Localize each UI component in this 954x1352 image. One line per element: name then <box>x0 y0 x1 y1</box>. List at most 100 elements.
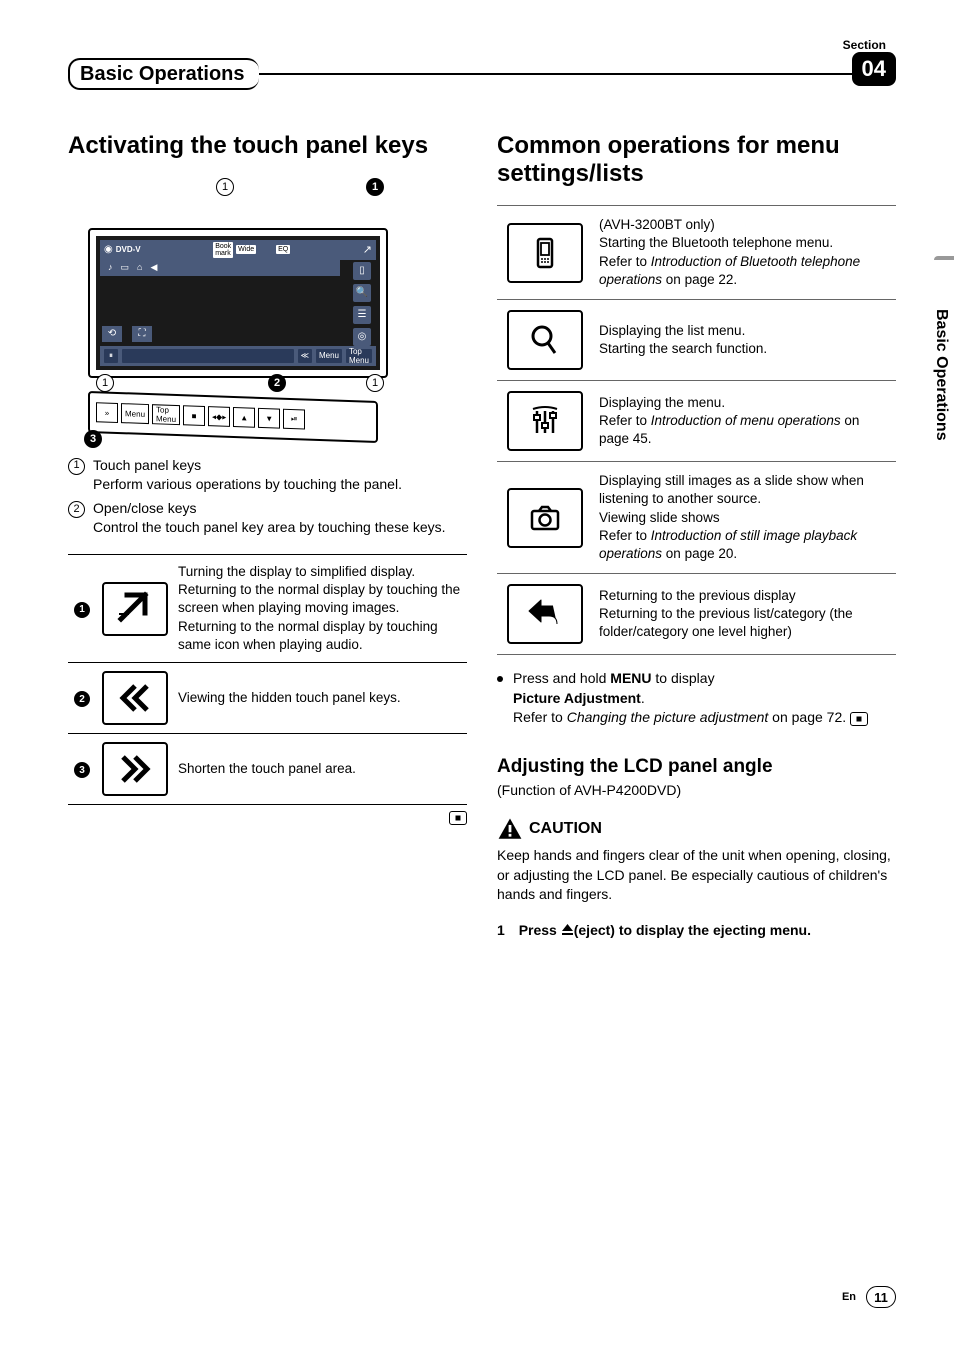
footer-lang: En <box>842 1291 856 1303</box>
screen-left-icons: ⟲ ⛶ <box>102 326 152 342</box>
table-row: 1 Turning the display to simplified disp… <box>68 554 467 662</box>
device-screen-outline: ◉ DVD-V Bookmark Wide EQ ↗ ♪ ▭ ⌂ <box>88 228 388 378</box>
panel-down: ▼ <box>258 407 280 428</box>
step-bold-text: (eject) to display the ejecting menu. <box>574 922 811 938</box>
chevrons-left-icon <box>115 678 155 718</box>
rect-icon: ▭ <box>121 262 130 274</box>
panel-expand: » <box>96 402 118 423</box>
touch-panel-diagram: 1 1 ◉ DVD-V Bookmark Wide EQ ↗ <box>88 178 388 438</box>
camera-side-icon: ◎ <box>353 328 371 346</box>
panel-menu: Menu <box>121 403 149 424</box>
table-row: 2 Viewing the hidden touch panel keys. <box>68 663 467 734</box>
chevrons-left-icon-frame <box>102 671 168 725</box>
page-footer: En 11 <box>842 1286 896 1308</box>
menu-sliders-icon-frame <box>507 391 583 451</box>
home-icon: ⌂ <box>137 262 142 274</box>
corner-arrow-icon-frame <box>102 582 168 636</box>
list-desc: Control the touch panel key area by touc… <box>93 519 446 535</box>
callout-circle-1-right: 1 <box>366 374 384 392</box>
side-tab-label: Basic Operations <box>928 260 954 480</box>
callout-solid-2: 2 <box>268 374 286 392</box>
refer-italic: Changing the picture adjustment <box>567 709 769 725</box>
list-item: 1 Touch panel keys Perform various opera… <box>68 456 467 495</box>
chapter-number-badge: 04 <box>852 52 896 86</box>
panel-play: ⏯ <box>283 408 305 429</box>
section-end-marker-row <box>68 809 467 827</box>
list-desc: Perform various operations by touching t… <box>93 476 402 492</box>
section-label: Section <box>843 38 886 52</box>
row-number-badge: 2 <box>74 691 90 707</box>
list-title: Open/close keys <box>93 499 467 519</box>
screen-toolbar-2: ♪ ▭ ⌂ ◀ <box>100 260 340 276</box>
panel-stop: ■ <box>183 405 205 426</box>
row-desc: Viewing the hidden touch panel keys. <box>174 663 467 734</box>
chip-eq: EQ <box>276 245 290 254</box>
right-column: Common operations for menu settings/list… <box>497 120 896 956</box>
list-title: Touch panel keys <box>93 456 467 476</box>
table-row: (AVH-3200BT only)Starting the Bluetooth … <box>497 206 896 300</box>
bullet-text-pre: Press and hold <box>513 670 610 686</box>
heading-common-ops: Common operations for menu settings/list… <box>497 132 896 187</box>
menu-bullet-paragraph: Press and hold MENU to display Picture A… <box>497 669 896 728</box>
caution-triangle-icon <box>497 816 523 842</box>
back-arrow-icon <box>525 594 565 634</box>
row-desc: (AVH-3200BT only)Starting the Bluetooth … <box>593 206 896 300</box>
heading-lcd-angle: Adjusting the LCD panel angle <box>497 756 896 778</box>
camera-icon <box>525 498 565 538</box>
chip-bookmark: Bookmark <box>213 242 233 258</box>
dvd-label: DVD-V <box>116 245 141 254</box>
magnify-icon-frame <box>507 310 583 370</box>
device-screen: ◉ DVD-V Bookmark Wide EQ ↗ ♪ ▭ ⌂ <box>96 236 380 370</box>
callout-solid-1: 1 <box>366 178 384 196</box>
callout-solid-3: 3 <box>84 430 102 448</box>
chapter-header: Basic Operations <box>68 58 884 90</box>
row-desc: Turning the display to simplified displa… <box>174 554 467 662</box>
bullet-dot <box>497 676 503 682</box>
touch-key-icon-table: 1 Turning the display to simplified disp… <box>68 554 467 805</box>
common-ops-table: (AVH-3200BT only)Starting the Bluetooth … <box>497 205 896 655</box>
table-row: Displaying the list menu.Starting the se… <box>497 300 896 381</box>
table-row: 3 Shorten the touch panel area. <box>68 734 467 805</box>
panel-top-menu: TopMenu <box>152 404 180 425</box>
callout-definition-list: 1 Touch panel keys Perform various opera… <box>68 456 467 538</box>
return-icon: ⟲ <box>102 326 122 342</box>
row-desc: Displaying the menu.Refer to Introductio… <box>593 381 896 462</box>
bullet-text-mid: to display <box>652 670 715 686</box>
chevrons-right-icon-frame <box>102 742 168 796</box>
search-side-icon: 🔍 <box>353 284 371 302</box>
header-rule <box>259 73 884 75</box>
corner-arrow-icon <box>115 589 155 629</box>
refer-pre: Refer to <box>513 709 567 725</box>
table-row: Displaying still images as a slide show … <box>497 462 896 574</box>
expand-icon: ⛶ <box>132 326 152 342</box>
bullet-tail: . <box>641 690 645 706</box>
left-column: Activating the touch panel keys 1 1 ◉ DV… <box>68 120 467 956</box>
bullet-pa-bold: Picture Adjustment <box>513 690 641 706</box>
lcd-subnote: (Function of AVH-P4200DVD) <box>497 782 896 798</box>
end-mark-icon <box>449 811 467 825</box>
row-desc: Displaying still images as a slide show … <box>593 462 896 574</box>
footer-page-number: 11 <box>866 1286 896 1308</box>
caution-text: Keep hands and fingers clear of the unit… <box>497 846 896 905</box>
list-number: 2 <box>68 501 85 518</box>
progress-bar <box>122 349 294 363</box>
bullet-menu-bold: MENU <box>610 670 651 686</box>
menu-sliders-icon <box>525 401 565 441</box>
top-menu-button: TopMenu <box>346 349 372 363</box>
panel-nav: ◂◆▸ <box>208 406 230 427</box>
list-item: 2 Open/close keys Control the touch pane… <box>68 499 467 538</box>
chip-wide: Wide <box>236 245 256 254</box>
screen-right-icons: ▯ 🔍 ☰ ◎ <box>348 262 376 346</box>
screen-toolbar-top: ◉ DVD-V Bookmark Wide EQ ↗ <box>100 240 376 260</box>
list-number: 1 <box>68 458 85 475</box>
callout-circle-1-left: 1 <box>96 374 114 392</box>
menu-side-icon: ☰ <box>353 306 371 324</box>
caution-label: CAUTION <box>529 820 602 838</box>
row-desc: Displaying the list menu.Starting the se… <box>593 300 896 381</box>
pause-button: ⏸ <box>104 349 118 363</box>
row-desc: Shorten the touch panel area. <box>174 734 467 805</box>
magnify-icon <box>525 320 565 360</box>
disc-icon: ◉ <box>104 244 113 255</box>
back-arrow-icon-frame <box>507 584 583 644</box>
row-number-badge: 1 <box>74 602 90 618</box>
